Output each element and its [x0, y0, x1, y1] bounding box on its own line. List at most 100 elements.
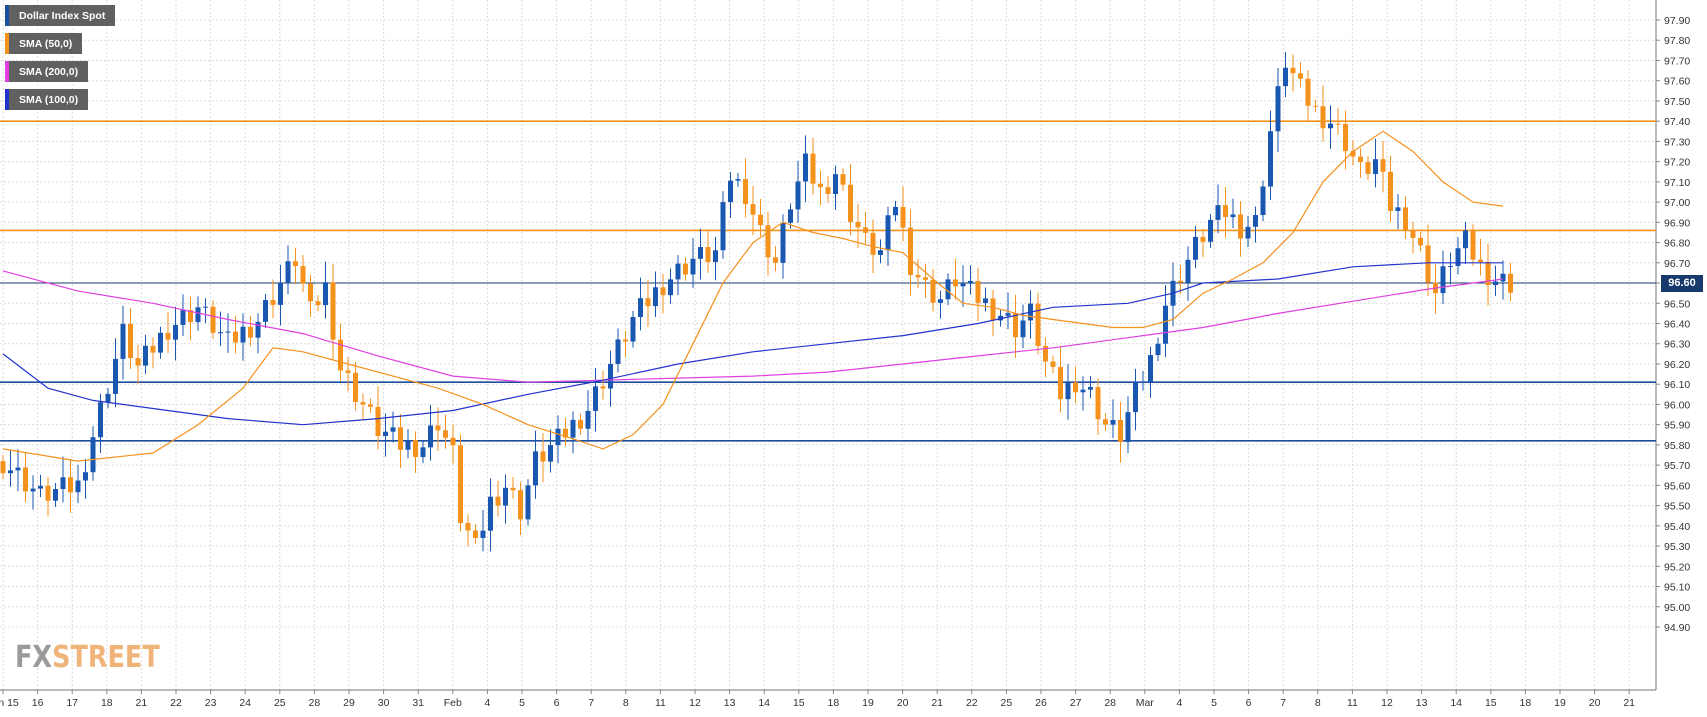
- candle-body: [540, 451, 546, 462]
- x-tick-label: 21: [931, 697, 943, 709]
- x-tick-label: 24: [239, 697, 251, 709]
- candle-body: [608, 363, 613, 389]
- x-tick-label: 19: [862, 697, 874, 709]
- candle-body: [1388, 171, 1393, 212]
- candle-body: [503, 487, 508, 506]
- candle-body: [780, 222, 786, 263]
- candle-body: [353, 372, 358, 403]
- y-tick-label: 97.90: [1664, 15, 1690, 27]
- candle-body: [338, 339, 343, 371]
- candle-body: [1080, 389, 1086, 393]
- candle-body: [1298, 73, 1303, 79]
- candle-body: [1095, 387, 1101, 420]
- candle-body: [300, 266, 306, 284]
- y-tick-label: 96.30: [1664, 339, 1690, 351]
- candle-body: [878, 250, 883, 255]
- x-tick-label: 6: [554, 697, 560, 709]
- candle-body: [1223, 205, 1228, 218]
- candle-body: [548, 445, 553, 462]
- candle-body: [225, 331, 231, 333]
- y-tick-label: 96.10: [1664, 379, 1690, 391]
- candle-body: [1103, 419, 1108, 425]
- fxstreet-logo: FXSTREET: [15, 640, 160, 675]
- candle-body: [435, 425, 441, 431]
- y-tick-label: 95.10: [1664, 582, 1690, 594]
- candle-body: [390, 427, 396, 432]
- y-tick-label: 95.50: [1664, 501, 1690, 513]
- candle-body: [728, 180, 733, 203]
- x-tick-label: 18: [1520, 697, 1532, 709]
- candle-body: [1275, 86, 1281, 132]
- candle-body: [263, 300, 268, 322]
- x-tick-label: 11: [655, 697, 666, 709]
- sma200-line: [2, 270, 1504, 383]
- y-tick-label: 95.20: [1664, 561, 1690, 573]
- candle-body: [83, 472, 88, 481]
- candle-body: [735, 179, 741, 181]
- candle-body: [1478, 259, 1483, 262]
- candle-body: [360, 402, 366, 405]
- candle-body: [1500, 273, 1506, 282]
- candle-body: [953, 279, 958, 287]
- candle-body: [1425, 245, 1431, 283]
- candle-body: [908, 227, 913, 275]
- candle-body: [720, 202, 726, 251]
- candle-body: [705, 247, 711, 262]
- candle-body: [1238, 214, 1243, 239]
- candle-body: [600, 386, 606, 389]
- y-tick-label: 95.30: [1664, 541, 1690, 553]
- x-tick-label: 21: [136, 697, 148, 709]
- legend-swatch-price: [5, 5, 9, 26]
- candle-body: [128, 323, 133, 359]
- candle-body: [1380, 159, 1386, 172]
- candle-body: [848, 184, 853, 222]
- candle-body: [585, 410, 591, 429]
- candle-body: [810, 153, 816, 184]
- y-tick-label: 97.50: [1664, 96, 1690, 108]
- candle-body: [1118, 420, 1123, 443]
- y-tick-label: 96.90: [1664, 217, 1690, 229]
- candle-body: [1020, 320, 1026, 338]
- x-tick-label: 22: [966, 697, 978, 709]
- candle-body: [143, 345, 148, 366]
- candle-body: [248, 326, 253, 338]
- candle-body: [713, 250, 718, 262]
- x-tick-label: 13: [1416, 697, 1428, 709]
- y-tick-label: 96.20: [1664, 359, 1690, 371]
- candle-body: [668, 279, 673, 296]
- candle-body: [180, 310, 186, 325]
- candle-body: [1005, 313, 1011, 316]
- candle-body: [773, 257, 778, 263]
- candle-body: [405, 440, 411, 450]
- candle-body: [975, 281, 981, 304]
- legend-label: Dollar Index Spot: [19, 9, 106, 22]
- candle-body: [638, 298, 643, 318]
- candle-body: [345, 370, 351, 373]
- x-tick-label: 20: [897, 697, 909, 709]
- current-price-tag: 96.60: [1661, 274, 1703, 292]
- candle-body: [750, 204, 756, 215]
- x-tick-label: 7: [1280, 697, 1286, 709]
- candle-body: [473, 530, 478, 538]
- candle-body: [233, 331, 238, 343]
- candle-body: [308, 283, 313, 302]
- candle-body: [1073, 382, 1078, 393]
- x-tick-label: 23: [205, 697, 217, 709]
- x-tick-label: 28: [1104, 697, 1116, 709]
- candle-body: [900, 206, 906, 228]
- candle-body: [1140, 381, 1146, 383]
- candle-body: [1283, 67, 1288, 87]
- legend-item-sma100: SMA (100,0): [5, 89, 89, 110]
- x-tick-label: 16: [32, 697, 44, 709]
- candle-body: [915, 274, 921, 278]
- y-tick-label: 96.80: [1664, 238, 1690, 250]
- candle-body: [570, 419, 576, 438]
- candle-body: [818, 183, 823, 188]
- y-tick-label: 97.80: [1664, 35, 1690, 47]
- y-tick-label: 95.70: [1664, 460, 1690, 472]
- sma50-line: [2, 130, 1504, 462]
- price-axis-panel: [1656, 0, 1707, 712]
- candle-body: [1043, 345, 1048, 362]
- candle-body: [270, 300, 276, 305]
